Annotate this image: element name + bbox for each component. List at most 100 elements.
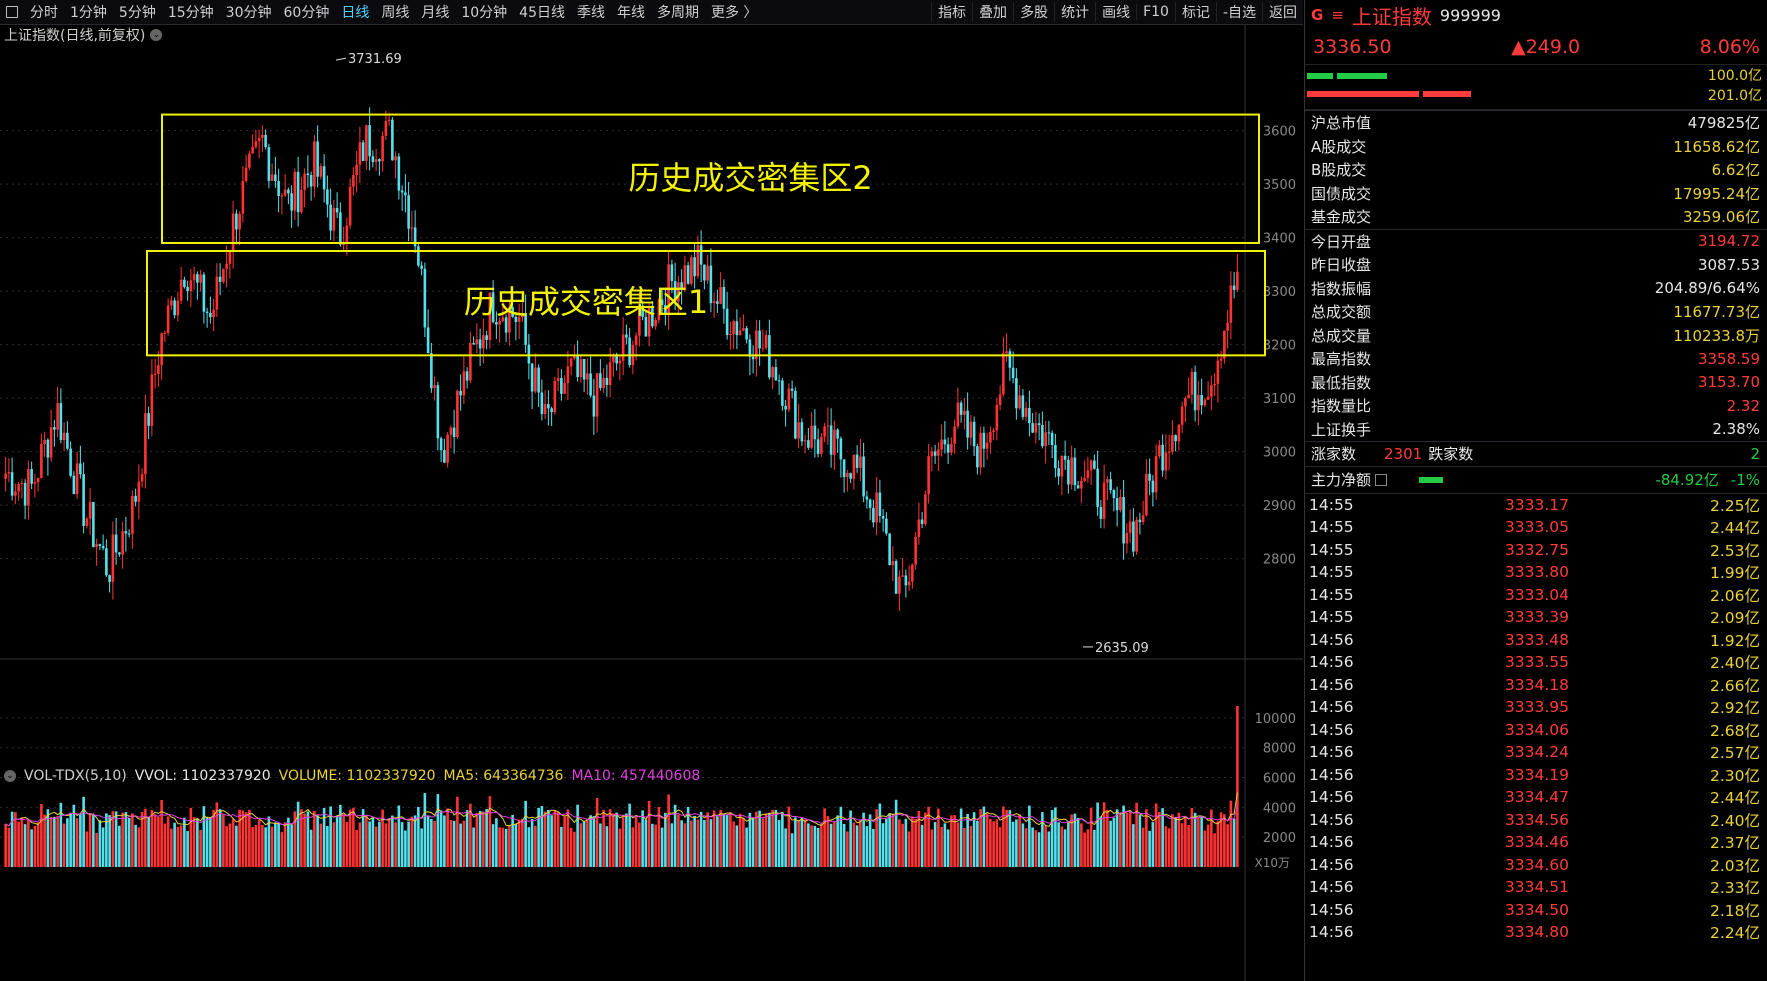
candle-body [950, 443, 953, 453]
volume-bar [1015, 819, 1018, 867]
price-change-pct: 8.06% [1699, 36, 1760, 58]
period-tab-8[interactable]: 月线 [421, 5, 450, 21]
stat-value: 479825亿 [1687, 114, 1760, 133]
kline-svg[interactable]: 3600 3500 3400 3300 3200 3100 3000 2900 2800 1000… [0, 25, 1303, 981]
candle-body [560, 377, 563, 394]
tool-button-0[interactable]: 指标 [931, 2, 972, 22]
candle-body [1174, 435, 1177, 442]
candle-body [332, 207, 336, 231]
tick-t: 14:56 [1309, 855, 1354, 874]
volume-bar [956, 822, 960, 867]
chevron-down-icon[interactable]: ⌄ [150, 29, 163, 41]
volume-bar [254, 824, 258, 867]
volume-bar [654, 824, 657, 867]
candle-body [1141, 515, 1145, 523]
volume-bar [829, 823, 833, 867]
candle-body [959, 402, 963, 415]
tick-row: 14:56 3334.19 2.30亿 [1305, 764, 1767, 787]
candle-body [738, 330, 742, 336]
volume-bar [173, 822, 176, 867]
candle-body [36, 478, 40, 483]
period-tab-10[interactable]: 45日线 [519, 5, 565, 21]
candle-body [1223, 330, 1226, 359]
candle-body [1099, 506, 1103, 519]
volume-bar [111, 811, 115, 867]
list-icon[interactable] [1375, 473, 1388, 486]
candle-body [602, 377, 605, 388]
quote-header: G ≡ 上证指数 999999 [1305, 0, 1767, 30]
period-tab-14[interactable]: 更多 〉 [710, 5, 758, 21]
candle-body [647, 306, 651, 337]
candle-body [677, 282, 680, 302]
candle-body [1229, 285, 1233, 323]
volume-bar [1229, 800, 1233, 867]
period-tab-12[interactable]: 年线 [616, 5, 645, 21]
period-tab-13[interactable]: 多周期 [656, 5, 699, 21]
tick-t: 14:56 [1309, 653, 1354, 672]
chevron-down-icon[interactable]: ⌄ [4, 770, 16, 782]
menu-icon[interactable]: ≡ [1331, 6, 1344, 24]
candle-body [748, 339, 752, 357]
tick-list[interactable]: 14:55 3333.17 2.25亿 14:55 3333.05 2.44亿 14:55 3… [1305, 492, 1767, 944]
candle-body [199, 274, 202, 283]
volume-bar [810, 825, 813, 867]
period-tab-1[interactable]: 1分钟 [70, 5, 107, 21]
tool-button-5[interactable]: F10 [1136, 4, 1175, 20]
candle-body [1005, 351, 1008, 354]
tool-button-1[interactable]: 叠加 [972, 2, 1013, 22]
window-icon[interactable] [6, 6, 18, 18]
candle-body [833, 429, 836, 455]
volume-bar [1164, 826, 1168, 867]
period-tab-3[interactable]: 15分钟 [167, 5, 214, 21]
period-tab-0[interactable]: 分时 [30, 5, 58, 21]
main-flow-label[interactable]: 主力净额 [1311, 471, 1372, 489]
period-tab-11[interactable]: 季线 [576, 5, 605, 21]
candle-body [820, 436, 823, 454]
security-name[interactable]: 上证指数 [1351, 4, 1432, 29]
candle-body [127, 533, 131, 535]
volume-bar [244, 812, 248, 867]
volume-bar [621, 815, 625, 867]
candle-body [391, 119, 394, 161]
period-tab-4[interactable]: 30分钟 [225, 5, 272, 21]
volume-bar [875, 809, 878, 867]
candle-body [335, 207, 339, 213]
period-tab-6[interactable]: 日线 [341, 5, 370, 21]
volume-bar [40, 804, 43, 867]
tick-t: 14:55 [1309, 540, 1354, 559]
volume-bar [85, 831, 89, 867]
tool-button-4[interactable]: 画线 [1095, 2, 1136, 22]
tool-button-3[interactable]: 统计 [1054, 2, 1095, 22]
volume-bar [501, 827, 505, 867]
tool-button-7[interactable]: -自选 [1215, 2, 1262, 22]
candle-body [443, 450, 446, 463]
volume-bar [121, 812, 124, 867]
volume-bar [976, 821, 979, 867]
volume-bar [1086, 829, 1090, 867]
tool-button-2[interactable]: 多股 [1013, 2, 1054, 22]
volume-bar [313, 811, 316, 867]
volume-bar [849, 810, 852, 867]
period-tab-5[interactable]: 60分钟 [283, 5, 330, 21]
vol-indicator-name[interactable]: VOL-TDX(5,10) [24, 768, 127, 784]
candle-body [1109, 479, 1112, 491]
tool-button-8[interactable]: 返回 [1262, 2, 1303, 22]
candle-body [449, 427, 453, 435]
volume-bar [433, 820, 436, 867]
tick-v: 2.18亿 [1709, 901, 1760, 920]
candle-body [264, 134, 267, 148]
candle-body [488, 292, 492, 341]
tool-button-6[interactable]: 标记 [1174, 2, 1216, 22]
candle-body [1037, 423, 1041, 426]
candle-body [163, 332, 167, 334]
volume-bar [452, 820, 456, 867]
volume-bar [264, 827, 267, 867]
candle-body [248, 153, 251, 168]
breadth-row: 涨家数 2301 跌家数 2 [1305, 441, 1767, 466]
period-tab-2[interactable]: 5分钟 [118, 5, 156, 21]
period-tab-7[interactable]: 周线 [381, 5, 410, 21]
volume-bar [1060, 826, 1064, 867]
volume-bar [891, 813, 895, 867]
period-tab-9[interactable]: 10分钟 [461, 5, 508, 21]
tick-t: 14:56 [1309, 810, 1354, 829]
